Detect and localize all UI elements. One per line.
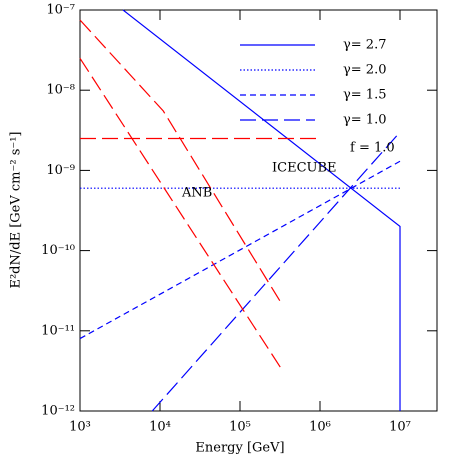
y-tick-label: 10⁻⁸ xyxy=(46,83,75,98)
annotation: f = 1.0 xyxy=(350,141,395,156)
x-tick-label: 10⁶ xyxy=(309,420,331,435)
y-tick-label: 10⁻¹² xyxy=(41,404,75,419)
x-tick-label: 10⁵ xyxy=(229,420,251,435)
series-line xyxy=(79,57,281,368)
y-tick-label: 10⁻¹⁰ xyxy=(41,243,75,258)
y-tick-label: 10⁻⁹ xyxy=(46,163,75,178)
x-axis-label: Energy [GeV] xyxy=(195,441,284,456)
annotation: ANB xyxy=(181,186,212,201)
legend-label: γ= 2.0 xyxy=(343,63,386,78)
legend-label: γ= 2.7 xyxy=(343,38,386,53)
x-tick-label: 10⁷ xyxy=(389,420,411,435)
x-tick-label: 10³ xyxy=(69,420,91,435)
legend-label: γ= 1.5 xyxy=(343,88,386,103)
series-line xyxy=(151,131,401,412)
x-tick-label: 10⁴ xyxy=(149,420,171,435)
plot-frame xyxy=(79,9,438,412)
series-line xyxy=(79,160,401,340)
y-axis-label: E²dN/dE [GeV cm⁻² s⁻¹] xyxy=(9,131,24,288)
legend-label: γ= 1.0 xyxy=(343,113,386,128)
y-tick-label: 10⁻¹¹ xyxy=(41,323,75,338)
series-line xyxy=(122,9,401,411)
y-tick-label: 10⁻⁷ xyxy=(46,3,75,18)
series-line xyxy=(79,19,281,303)
annotation: ICECUBE xyxy=(272,161,337,176)
